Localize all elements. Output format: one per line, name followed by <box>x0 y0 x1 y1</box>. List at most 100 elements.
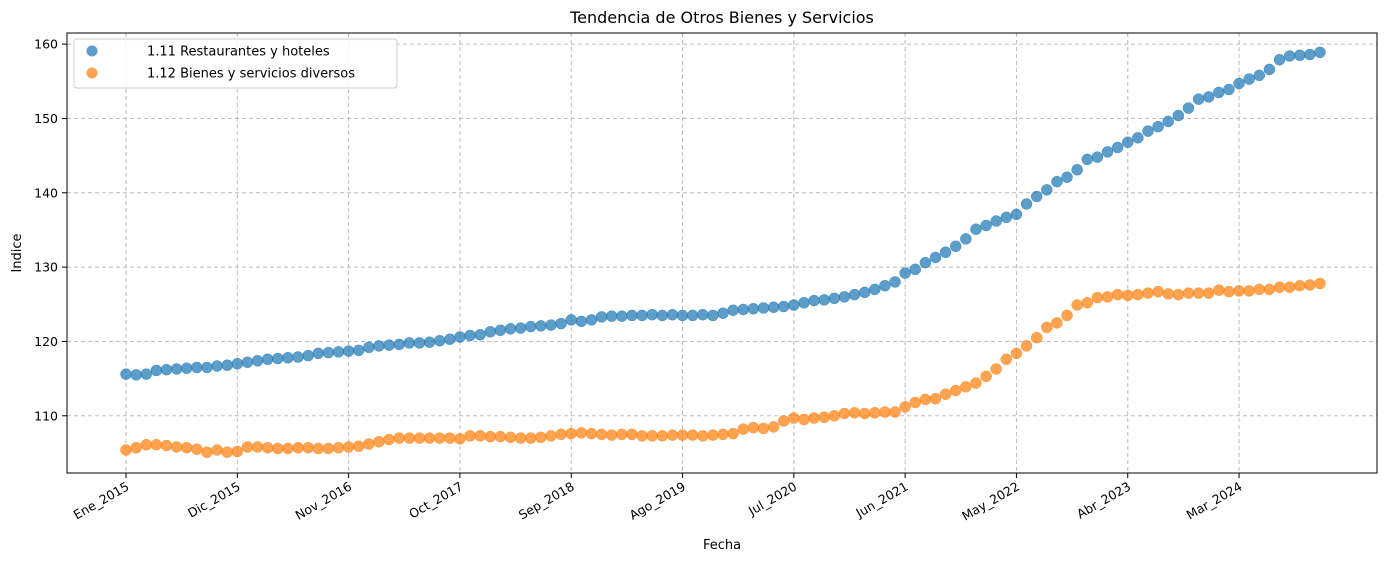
data-point <box>504 323 517 335</box>
data-point <box>383 339 395 351</box>
data-point <box>656 430 669 442</box>
data-point <box>1051 175 1063 188</box>
data-point <box>1233 77 1245 90</box>
data-point <box>545 430 557 442</box>
data-point <box>413 432 426 444</box>
data-point <box>828 410 841 422</box>
data-point <box>919 393 932 406</box>
data-point <box>889 276 901 288</box>
data-point <box>474 430 486 442</box>
data-point <box>960 233 972 245</box>
data-point <box>848 288 861 301</box>
x-tick-label: May_2022 <box>959 479 1022 524</box>
data-point <box>616 310 628 322</box>
series-1-markers <box>120 46 1326 381</box>
data-point <box>403 337 416 349</box>
x-tick-label: Ago_2019 <box>627 479 688 523</box>
data-point <box>1192 93 1205 105</box>
data-point <box>1243 73 1255 85</box>
data-point <box>1081 153 1094 166</box>
data-point <box>909 396 922 409</box>
data-point <box>1253 283 1266 296</box>
data-point <box>120 368 132 380</box>
data-point <box>201 446 213 458</box>
data-point <box>798 413 810 426</box>
data-point <box>272 352 284 365</box>
legend-marker-2 <box>86 67 98 79</box>
data-point <box>960 381 972 393</box>
data-point <box>1111 288 1124 301</box>
data-point <box>352 440 365 452</box>
data-point <box>777 300 790 313</box>
data-point <box>970 223 982 235</box>
data-point <box>393 338 405 351</box>
x-axis-ticks: Ene_2015 Dic_2015 Nov_2016 Oct_2017 Sep_2018… <box>71 473 1245 524</box>
data-point <box>869 407 881 419</box>
data-point <box>1000 353 1013 366</box>
data-point <box>1071 164 1083 176</box>
data-point <box>707 309 719 322</box>
data-point <box>848 407 861 419</box>
data-point <box>1263 63 1276 76</box>
data-point <box>949 384 962 397</box>
data-point <box>1051 317 1063 329</box>
data-point <box>1192 287 1205 299</box>
data-point <box>1132 288 1144 301</box>
data-point <box>1132 132 1144 144</box>
data-point <box>757 302 770 314</box>
data-point <box>180 362 193 374</box>
data-point <box>858 407 871 420</box>
data-point <box>373 436 385 448</box>
data-point <box>1314 46 1326 59</box>
data-point <box>1273 281 1286 293</box>
data-point <box>1152 120 1164 133</box>
data-point <box>656 309 669 322</box>
data-point <box>686 309 699 322</box>
data-point <box>352 344 365 357</box>
data-point <box>676 429 689 441</box>
data-point <box>1314 277 1326 290</box>
data-point <box>828 292 841 305</box>
data-point <box>869 283 881 296</box>
x-tick-label: Dic_2015 <box>185 479 243 521</box>
data-point <box>929 392 942 405</box>
data-point <box>221 446 233 458</box>
data-point <box>1223 83 1235 96</box>
data-point <box>616 428 628 441</box>
data-point <box>251 355 264 367</box>
data-point <box>464 329 476 342</box>
data-point <box>484 430 497 443</box>
data-point <box>201 361 213 374</box>
data-point <box>747 302 760 315</box>
chart-title: Tendencia de Otros Bienes y Servicios <box>569 8 874 27</box>
data-point <box>160 439 173 452</box>
data-point <box>433 334 446 347</box>
data-point <box>140 368 152 380</box>
x-tick-label: Mar_2024 <box>1184 479 1245 523</box>
data-point <box>788 412 800 424</box>
data-point <box>1152 285 1164 298</box>
data-point <box>757 422 770 435</box>
data-point <box>413 337 426 349</box>
data-point <box>221 359 233 371</box>
data-point <box>514 432 527 444</box>
data-point <box>1061 171 1073 183</box>
x-tick-label: Sep_2018 <box>516 479 577 523</box>
data-point <box>605 429 618 441</box>
data-point <box>1091 151 1104 163</box>
data-point <box>1223 285 1235 298</box>
y-tick-label: 130 <box>34 260 58 275</box>
data-point <box>514 322 527 334</box>
data-point <box>879 279 891 292</box>
data-point <box>838 407 851 420</box>
data-point <box>312 442 325 455</box>
data-point <box>423 432 436 444</box>
data-point <box>676 309 689 322</box>
data-point <box>565 427 577 440</box>
data-point <box>858 286 871 299</box>
data-point <box>980 370 992 383</box>
data-point <box>524 432 537 444</box>
data-point <box>697 430 709 442</box>
data-point <box>646 308 658 321</box>
